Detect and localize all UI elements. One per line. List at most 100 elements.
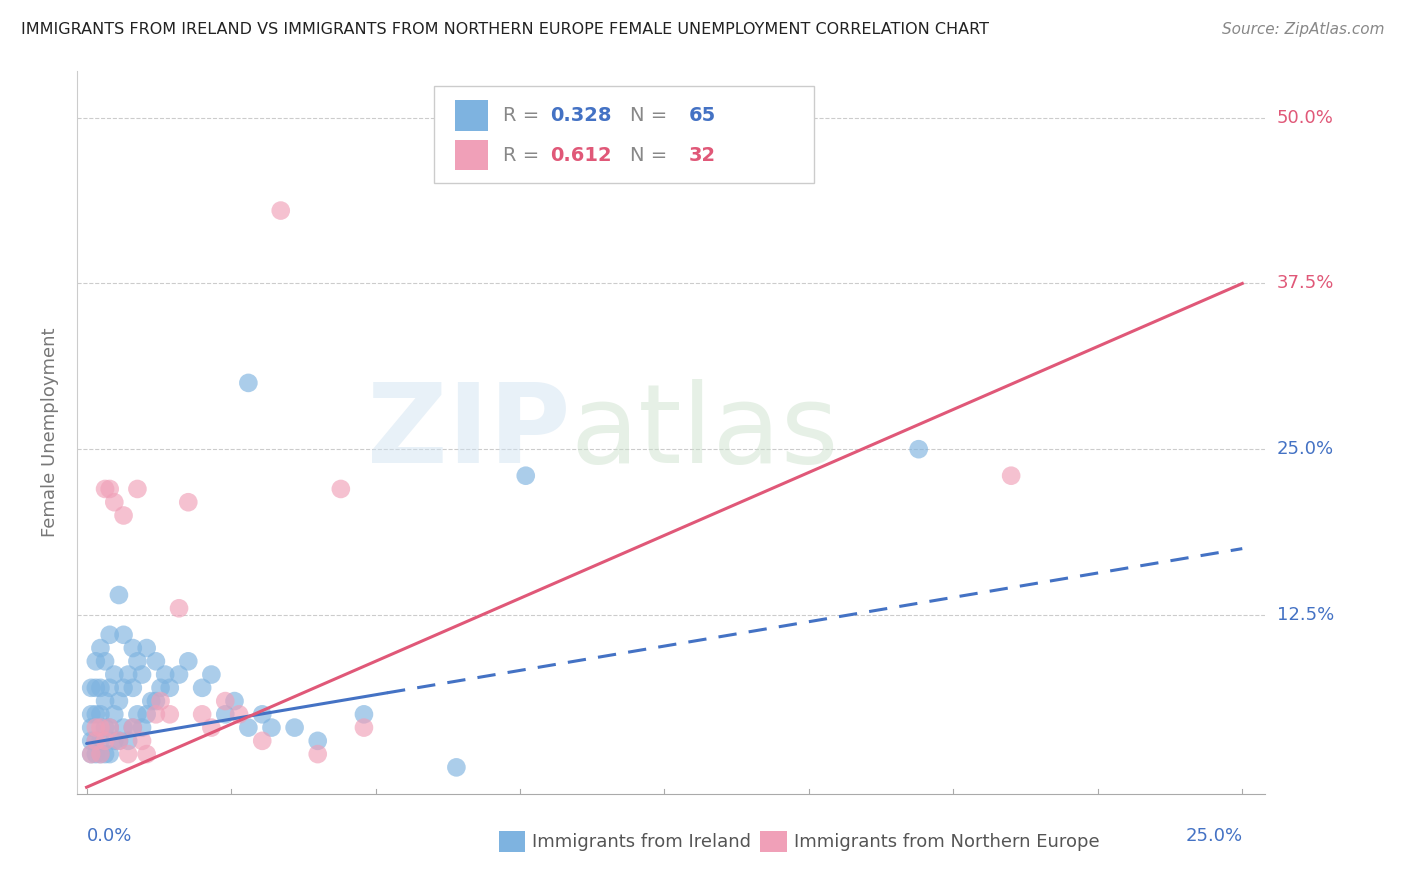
Point [200, 721, 222, 735]
Point [112, 628, 135, 642]
Text: R =: R = [503, 106, 546, 125]
Point [1000, 468, 1022, 483]
Point [84, 681, 107, 695]
Point [89, 721, 111, 735]
Point [89, 734, 111, 748]
Text: Immigrants from Northern Europe: Immigrants from Northern Europe [794, 832, 1099, 851]
Point [353, 721, 375, 735]
Point [80, 747, 103, 761]
Point [94, 482, 117, 496]
Text: 0.0%: 0.0% [87, 827, 132, 845]
Point [149, 681, 172, 695]
Point [80, 681, 103, 695]
Point [94, 747, 117, 761]
Point [112, 681, 135, 695]
Point [131, 734, 153, 748]
Point [191, 681, 214, 695]
Point [98, 721, 121, 735]
Point [98, 482, 121, 496]
Point [127, 482, 149, 496]
Text: IMMIGRANTS FROM IRELAND VS IMMIGRANTS FROM NORTHERN EUROPE FEMALE UNEMPLOYMENT C: IMMIGRANTS FROM IRELAND VS IMMIGRANTS FR… [21, 22, 988, 37]
Point [80, 734, 103, 748]
Point [153, 667, 176, 681]
Text: Immigrants from Ireland: Immigrants from Ireland [533, 832, 751, 851]
Point [103, 667, 125, 681]
Point [284, 721, 307, 735]
Point [94, 734, 117, 748]
Point [200, 667, 222, 681]
Bar [499, 830, 526, 853]
Point [228, 707, 250, 722]
Point [515, 468, 537, 483]
Point [112, 721, 135, 735]
Point [131, 667, 153, 681]
Point [135, 707, 157, 722]
Point [84, 734, 107, 748]
Point [260, 721, 283, 735]
Point [84, 721, 107, 735]
Point [103, 734, 125, 748]
Point [329, 482, 352, 496]
Text: 37.5%: 37.5% [1277, 275, 1334, 293]
Point [127, 707, 149, 722]
Point [127, 654, 149, 668]
Point [103, 495, 125, 509]
Text: 50.0%: 50.0% [1277, 109, 1333, 127]
Bar [456, 100, 488, 130]
Point [98, 721, 121, 735]
Point [214, 707, 236, 722]
Point [94, 654, 117, 668]
Point [98, 747, 121, 761]
Point [307, 747, 329, 761]
Point [94, 694, 117, 708]
Point [159, 681, 181, 695]
Text: 32: 32 [689, 145, 716, 165]
Bar [456, 140, 488, 170]
Point [89, 747, 111, 761]
Point [121, 681, 143, 695]
Point [108, 694, 131, 708]
Text: atlas: atlas [571, 379, 839, 486]
Point [167, 601, 190, 615]
Point [84, 747, 107, 761]
Text: Source: ZipAtlas.com: Source: ZipAtlas.com [1222, 22, 1385, 37]
Point [353, 707, 375, 722]
Point [446, 760, 468, 774]
Point [80, 747, 103, 761]
Point [108, 734, 131, 748]
Point [80, 721, 103, 735]
Y-axis label: Female Unemployment: Female Unemployment [41, 328, 59, 537]
Text: 12.5%: 12.5% [1277, 606, 1334, 624]
Point [149, 694, 172, 708]
Point [121, 721, 143, 735]
Bar [761, 830, 786, 853]
Text: R =: R = [503, 145, 546, 165]
Point [177, 654, 200, 668]
Point [238, 376, 260, 390]
Point [108, 588, 131, 602]
Point [238, 721, 260, 735]
Point [141, 694, 163, 708]
Point [224, 694, 246, 708]
Text: N =: N = [630, 106, 673, 125]
Point [191, 707, 214, 722]
Point [135, 747, 157, 761]
Point [117, 667, 139, 681]
Point [270, 203, 292, 218]
Point [108, 734, 131, 748]
Point [98, 628, 121, 642]
Text: 0.328: 0.328 [550, 106, 612, 125]
Point [145, 707, 167, 722]
Point [121, 641, 143, 656]
Point [112, 508, 135, 523]
Point [131, 721, 153, 735]
Text: 0.612: 0.612 [550, 145, 612, 165]
Point [177, 495, 200, 509]
Point [94, 721, 117, 735]
Point [84, 707, 107, 722]
Point [80, 707, 103, 722]
FancyBboxPatch shape [434, 86, 814, 184]
Point [89, 747, 111, 761]
Point [907, 442, 929, 457]
Point [252, 707, 274, 722]
